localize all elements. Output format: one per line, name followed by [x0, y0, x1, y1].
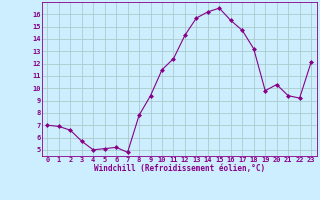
X-axis label: Windchill (Refroidissement éolien,°C): Windchill (Refroidissement éolien,°C) — [94, 164, 265, 173]
